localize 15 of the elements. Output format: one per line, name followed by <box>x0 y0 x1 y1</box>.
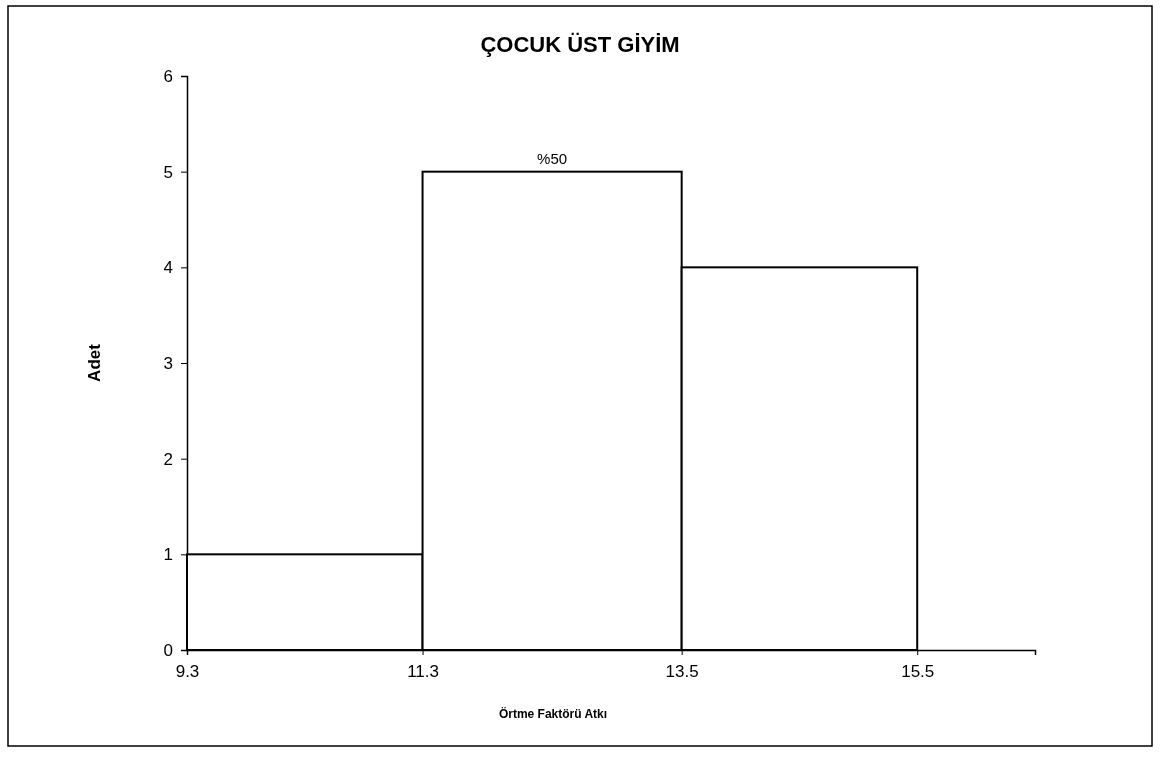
y-tick-label: 0 <box>163 640 173 660</box>
x-axis-title: Örtme Faktörü Atkı <box>498 706 608 721</box>
x-tick-label: 11.3 <box>407 662 439 682</box>
chart-title: ÇOCUK ÜST GİYİM <box>480 32 680 57</box>
y-tick-label: 5 <box>163 162 173 182</box>
annotation: %50 <box>537 149 568 167</box>
y-tick-label: 4 <box>163 258 173 278</box>
y-tick-label: 2 <box>163 449 173 469</box>
x-tick-label: 13.5 <box>665 662 699 682</box>
x-tick-label: 9.3 <box>175 662 200 682</box>
y-tick-label: 1 <box>163 545 173 565</box>
y-tick-label: 6 <box>163 66 173 86</box>
y-axis-title: Adet <box>85 343 104 382</box>
x-tick-label: 15.5 <box>901 662 935 682</box>
y-tick-label: 3 <box>163 353 173 373</box>
